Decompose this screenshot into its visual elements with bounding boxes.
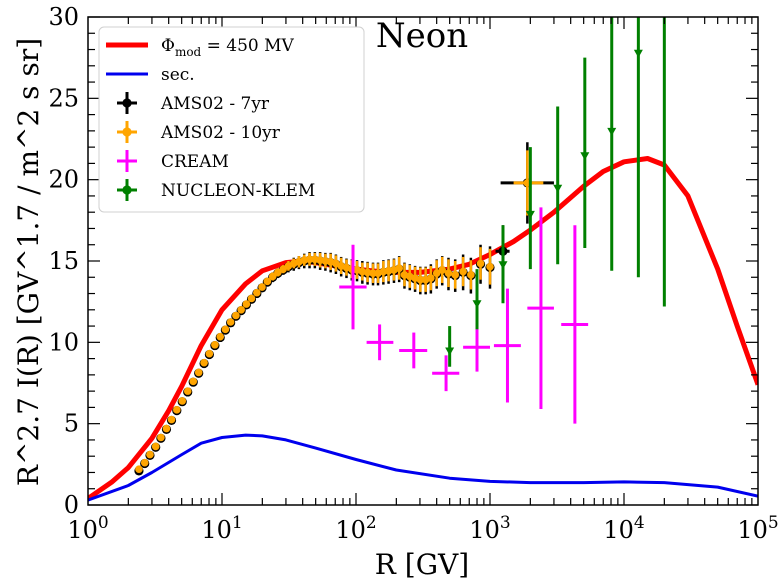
legend-frame (98, 26, 365, 213)
x-tick-label: 104 (603, 513, 644, 544)
ams10-point (263, 277, 272, 286)
legend-label: sec. (161, 65, 195, 85)
legend-item-ams10: AMS02 - 10yr (117, 121, 281, 143)
y-tick-label: 15 (48, 247, 79, 275)
ams10-point (416, 275, 425, 284)
svg-text:R [GV]: R [GV] (375, 548, 469, 581)
x-axis-title: R [GV] (375, 548, 469, 581)
ams10-point (305, 255, 314, 264)
ams10-point (216, 332, 225, 341)
nucleon-point (607, 127, 617, 136)
ams10-point (253, 288, 261, 297)
x-tick-label: 100 (67, 513, 108, 544)
sec-curve (88, 433, 758, 502)
nucleon-series (445, 17, 666, 367)
ams10-point (221, 325, 230, 334)
ams10-point (438, 266, 447, 274)
ams10-point (258, 283, 266, 291)
legend: Φmod = 450 MV sec. AMS02 - 7yr AMS02 - 10yr… (98, 26, 365, 213)
ams10-point (173, 406, 181, 414)
ams10-point (247, 294, 256, 303)
nucleon-point (580, 152, 590, 161)
ams10-point (268, 272, 277, 281)
legend-swatch-marker (122, 98, 132, 108)
legend-item-model: Φmod = 450 MV (106, 36, 295, 59)
x-tick-label: 101 (201, 513, 242, 544)
ams10-point (444, 269, 453, 278)
ams10-point (211, 340, 219, 349)
y-tick-label: 10 (48, 328, 79, 356)
legend-item-cream: CREAM (117, 150, 229, 172)
ams10-point (194, 368, 203, 377)
svg-text:R^2.7 I(R) [GV^1.7 / m^2 s sr]: R^2.7 I(R) [GV^1.7 / m^2 s sr] (12, 38, 45, 486)
legend-swatch-marker (122, 185, 132, 195)
legend-swatch-marker (122, 127, 132, 137)
ams10-point (486, 262, 494, 271)
ams10-point (135, 465, 143, 474)
ams10-point (205, 349, 214, 358)
cream-series (339, 207, 589, 424)
ams10-point (162, 424, 171, 433)
legend-item-ams7: AMS02 - 7yr (117, 92, 270, 114)
ams10-point (232, 311, 240, 320)
nucleon-point (498, 261, 508, 270)
ams10-point (427, 274, 435, 282)
ams10-point (200, 358, 208, 367)
y-tick-label: 0 (64, 491, 79, 519)
y-axis-title: R^2.7 I(R) [GV^1.7 / m^2 s sr] (12, 38, 45, 486)
legend-label: AMS02 - 10yr (160, 123, 281, 143)
ams10-point (183, 387, 192, 395)
axis-ticks: 100 101 102 103 104 105 0 5 10 15 20 25 30 (48, 3, 778, 544)
x-tick-label: 105 (737, 513, 778, 544)
y-tick-label: 30 (48, 3, 79, 31)
y-tick-label: 20 (48, 166, 79, 194)
nucleon-point (472, 300, 482, 309)
y-tick-label: 5 (64, 410, 79, 438)
nucleon-point (445, 347, 455, 356)
ams10-point (146, 450, 154, 459)
ams10-point (395, 264, 403, 273)
legend-label: CREAM (161, 152, 229, 172)
ams10-point (242, 300, 251, 308)
nucleon-point (525, 210, 535, 219)
nucleon-point (553, 184, 563, 193)
ams10-point (151, 442, 160, 451)
ams10-point (226, 318, 235, 326)
plot-area (88, 17, 758, 502)
ams10-point (140, 458, 149, 467)
legend-label: Φmod = 450 MV (161, 36, 295, 59)
ams10-point (178, 397, 187, 405)
ams10-point (459, 267, 467, 276)
legend-item-sec: sec. (106, 65, 195, 85)
ams10-point (189, 377, 198, 386)
ams10-series (135, 150, 544, 474)
legend-label: NUCLEON-KLEM (161, 181, 315, 201)
y-tick-label: 25 (48, 84, 79, 112)
x-tick-label: 102 (335, 513, 376, 544)
chart-title: Neon (376, 16, 468, 56)
ams10-point (157, 433, 165, 442)
legend-item-nucleon: NUCLEON-KLEM (117, 179, 315, 201)
ams10-point (237, 306, 245, 314)
ams10-point (432, 269, 441, 278)
legend-label: AMS02 - 7yr (160, 94, 270, 114)
ams10-point (467, 271, 475, 279)
ams10-point (167, 415, 176, 424)
ams10-point (451, 271, 460, 279)
x-tick-label: 103 (469, 513, 510, 544)
nucleon-point (633, 49, 643, 58)
ams10-point (476, 259, 485, 268)
